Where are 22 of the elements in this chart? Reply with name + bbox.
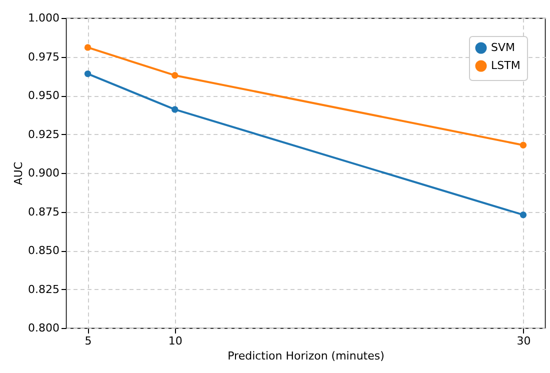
x-tick-label: 5 bbox=[84, 334, 92, 348]
x-tick-label: 10 bbox=[168, 334, 182, 348]
y-tick-label: 0.825 bbox=[28, 282, 60, 296]
point bbox=[520, 212, 527, 218]
y-tick-label: 0.975 bbox=[28, 50, 60, 64]
legend-label: LSTM bbox=[491, 59, 520, 72]
x-axis-title: Prediction Horizon (minutes) bbox=[228, 350, 384, 362]
y-tick-label: 0.875 bbox=[28, 205, 60, 218]
point bbox=[172, 72, 178, 79]
y-tick-label: 0.900 bbox=[28, 166, 60, 180]
y-tick-label: 0.925 bbox=[28, 128, 60, 141]
legend-label: SVM bbox=[491, 41, 515, 54]
point bbox=[84, 44, 92, 51]
y-axis-title: AUC bbox=[12, 162, 26, 186]
y-tick-label: 1.000 bbox=[28, 12, 60, 24]
point bbox=[520, 142, 527, 148]
y-tick-label: 0.950 bbox=[28, 89, 60, 102]
y-tick-label: 0.850 bbox=[28, 244, 60, 257]
y-tick-label: 0.800 bbox=[28, 322, 60, 334]
point bbox=[84, 70, 92, 78]
x-tick-label: 30 bbox=[516, 334, 531, 348]
point bbox=[172, 106, 178, 113]
